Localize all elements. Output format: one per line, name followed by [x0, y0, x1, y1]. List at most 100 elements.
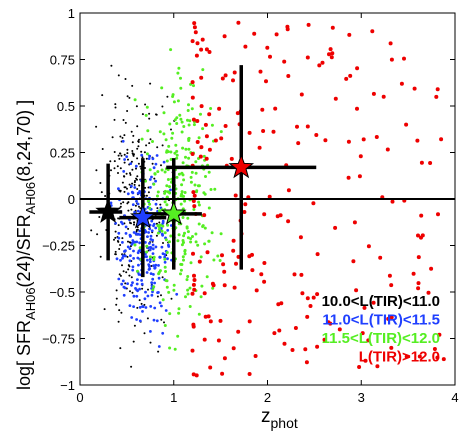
y-tick-label: 0: [68, 192, 75, 207]
data-point: [385, 147, 390, 152]
data-point: [131, 152, 134, 155]
data-point: [290, 348, 295, 352]
data-point: [168, 240, 171, 244]
data-point: [151, 243, 155, 247]
data-point: [428, 161, 433, 165]
data-point: [299, 92, 304, 97]
data-point: [152, 166, 156, 170]
data-point: [169, 234, 173, 238]
data-point: [220, 253, 224, 258]
data-point: [196, 243, 200, 247]
data-point: [355, 106, 359, 111]
data-point: [123, 190, 126, 193]
x-tick-label: 0: [76, 390, 83, 405]
data-point: [119, 167, 122, 170]
data-point: [163, 200, 167, 204]
data-point: [306, 22, 311, 27]
data-point: [159, 203, 162, 206]
data-point: [129, 173, 132, 176]
data-point: [234, 261, 238, 266]
data-point: [172, 100, 176, 104]
data-point: [152, 264, 156, 267]
data-point: [144, 241, 147, 244]
data-point: [110, 64, 113, 67]
data-point: [419, 235, 423, 240]
data-point: [154, 162, 158, 166]
data-point: [199, 145, 204, 150]
data-point: [136, 269, 139, 273]
data-point: [233, 193, 238, 198]
data-point: [200, 284, 204, 288]
data-point: [286, 219, 291, 224]
data-point: [259, 272, 264, 277]
data-point: [173, 118, 177, 122]
data-point: [121, 136, 124, 139]
data-point: [322, 337, 327, 342]
data-point: [157, 225, 161, 229]
data-point: [118, 273, 121, 276]
data-point: [329, 55, 334, 60]
data-point: [117, 277, 121, 281]
data-point: [199, 255, 203, 259]
y-axis-label-sub2: AH06: [23, 182, 38, 215]
data-point: [120, 220, 123, 224]
data-point: [247, 130, 252, 135]
data-point: [138, 287, 142, 291]
data-point: [252, 31, 257, 36]
data-point: [163, 231, 167, 235]
data-point: [243, 44, 248, 49]
data-point: [166, 257, 169, 261]
data-point: [154, 226, 158, 230]
data-point: [286, 188, 291, 193]
data-point: [117, 74, 120, 77]
data-point: [361, 137, 366, 142]
data-point: [197, 136, 201, 140]
data-point: [176, 334, 180, 338]
data-point: [136, 191, 140, 195]
data-point: [203, 122, 208, 127]
data-point: [181, 161, 185, 165]
data-point: [178, 113, 182, 117]
data-point: [247, 254, 252, 259]
data-point: [163, 265, 167, 269]
data-point: [149, 330, 152, 333]
data-point: [132, 257, 136, 260]
data-point: [131, 291, 134, 294]
data-point: [117, 231, 121, 235]
data-point: [104, 195, 107, 197]
data-point: [188, 305, 192, 308]
data-point: [133, 183, 136, 186]
data-point: [366, 244, 371, 249]
data-point: [175, 122, 179, 125]
data-point: [130, 208, 133, 211]
data-point: [167, 243, 170, 247]
data-point: [120, 154, 123, 157]
data-point: [232, 70, 237, 75]
data-point: [113, 118, 116, 121]
data-point: [115, 303, 118, 306]
data-point: [121, 256, 124, 260]
data-point: [155, 319, 159, 323]
data-point: [196, 184, 200, 188]
data-point: [179, 86, 183, 90]
data-point: [190, 152, 195, 156]
x-axis-label: zphot: [261, 406, 298, 431]
data-point: [160, 294, 162, 297]
data-point: [137, 273, 141, 276]
data-point: [157, 350, 160, 353]
data-point: [138, 229, 142, 233]
data-point: [229, 156, 234, 161]
data-point: [124, 282, 127, 285]
data-point: [201, 127, 205, 131]
data-point: [210, 123, 214, 127]
x-axis-label-main: z: [261, 406, 271, 427]
data-point: [192, 204, 197, 209]
data-point: [172, 288, 176, 292]
data-point: [133, 243, 137, 247]
data-point: [126, 202, 129, 205]
data-point: [412, 86, 417, 91]
data-point: [222, 269, 227, 274]
data-point: [144, 113, 148, 117]
data-point: [203, 226, 207, 230]
data-point: [305, 55, 310, 60]
